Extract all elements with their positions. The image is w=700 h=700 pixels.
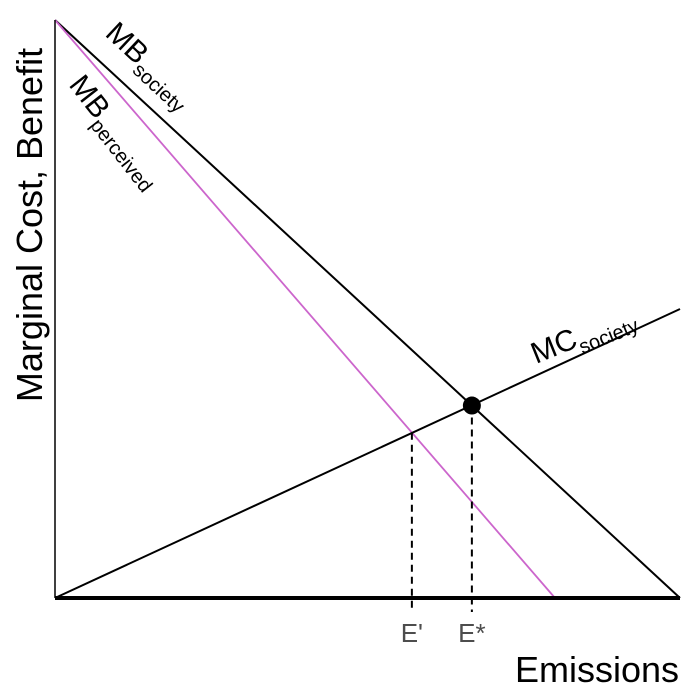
tick-label-e-star: E*: [458, 618, 485, 648]
y-axis-title: Marginal Cost, Benefit: [9, 48, 50, 402]
line-mb-society: [54, 19, 681, 599]
line-mc-society: [54, 308, 681, 599]
series-label-mc-society: MCsociety: [526, 299, 642, 376]
tick-label-e-prime: E': [401, 618, 423, 648]
x-ticks: E' E*: [401, 618, 486, 648]
line-mb-perceived: [54, 19, 556, 599]
curves: [54, 19, 681, 599]
equilibrium-point: [462, 396, 481, 415]
guide-lines: [410, 405, 473, 612]
x-axis-title: Emissions: [515, 649, 679, 690]
